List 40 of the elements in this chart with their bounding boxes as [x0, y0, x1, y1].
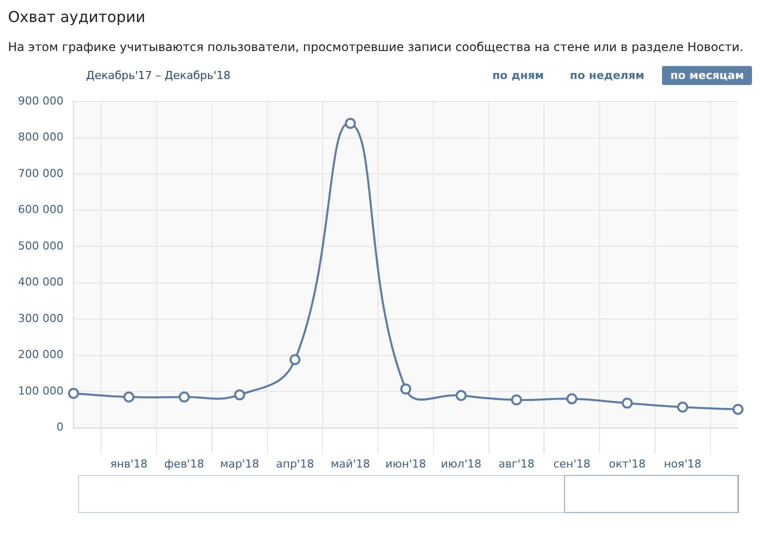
y-tick-label: 400 000	[18, 276, 64, 289]
x-tick-label: мар'18	[220, 457, 260, 470]
point	[234, 389, 246, 400]
point	[622, 398, 633, 409]
chart-subtitle: На этом графике учитываются пользователи, просмотревшие записи сообщества на стене или в разделе Новости.	[8, 40, 744, 54]
x-tick-label: май'18	[330, 457, 370, 470]
x-tick-label: сен'18	[553, 457, 590, 470]
y-tick-label: 500 000	[18, 239, 64, 252]
y-tick-label: 600 000	[18, 203, 64, 216]
y-tick-label: 900 000	[18, 94, 64, 108]
text: по неделям	[568, 68, 646, 84]
point	[400, 384, 412, 395]
text: Декабрь'17 – Декабрь'18	[86, 69, 231, 82]
y-tick-label: 100 000	[18, 384, 64, 398]
y-tick-label: 700 000	[18, 166, 64, 180]
y-tick-label: 200 000	[18, 348, 64, 362]
point	[566, 393, 578, 404]
x-tick-label: янв'18	[110, 457, 148, 470]
x-tick-label: окт'18	[608, 457, 646, 470]
point	[510, 394, 522, 406]
point	[732, 404, 744, 415]
point	[123, 391, 134, 402]
x-tick-label: апр'18	[276, 457, 314, 470]
x-tick-label: ноя'18	[664, 457, 702, 470]
point	[68, 388, 79, 399]
chart-title: Охват аудитории	[8, 8, 146, 26]
point	[178, 391, 190, 402]
y-tick-label: 0	[56, 420, 64, 434]
point	[456, 390, 467, 402]
x-tick-label: авг'18	[498, 457, 535, 470]
point	[289, 354, 300, 366]
text: по дням	[491, 68, 545, 84]
x-tick-label: июн'18	[385, 457, 426, 470]
x-tick-label: фев'18	[164, 457, 204, 470]
y-tick-label: 300 000	[18, 312, 64, 325]
y-tick-label: 800 000	[18, 130, 64, 144]
point	[344, 118, 356, 129]
point	[677, 402, 688, 413]
x-tick-label: июл'18	[440, 457, 482, 470]
text: по месяцам	[662, 66, 752, 85]
